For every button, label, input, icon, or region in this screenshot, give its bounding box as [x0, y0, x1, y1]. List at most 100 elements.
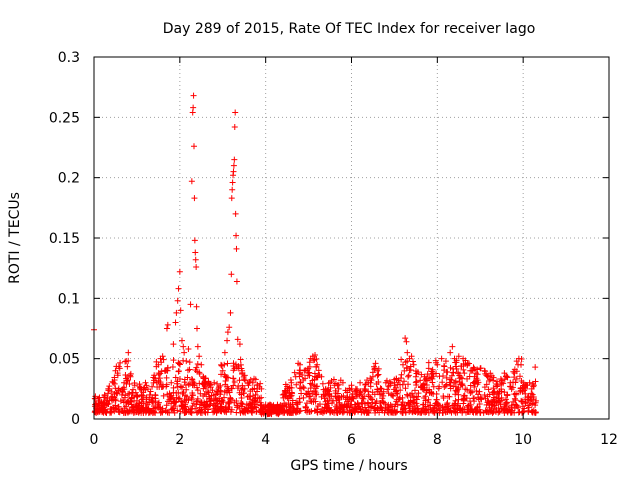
data-point: [369, 389, 376, 396]
data-point: [392, 401, 399, 408]
data-point: [481, 392, 488, 399]
data-point: [443, 374, 450, 381]
data-point: [411, 400, 418, 407]
data-point: [373, 398, 380, 405]
data-point: [361, 404, 368, 411]
data-point: [171, 399, 178, 406]
data-point: [362, 381, 369, 388]
data-point: [201, 390, 208, 397]
data-point: [230, 382, 237, 389]
data-point: [346, 385, 353, 392]
data-point: [477, 365, 484, 372]
data-point: [423, 387, 430, 394]
data-point: [239, 369, 246, 376]
data-point: [169, 364, 176, 371]
data-point: [508, 402, 515, 409]
data-point: [519, 409, 526, 416]
data-point: [291, 369, 298, 376]
data-point: [127, 398, 134, 405]
data-point: [377, 400, 384, 407]
data-point: [127, 370, 134, 377]
data-point: [324, 387, 331, 394]
data-point: [481, 367, 488, 374]
data-point: [227, 395, 234, 402]
data-point: [377, 385, 384, 392]
data-point: [404, 349, 411, 356]
data-point: [449, 343, 456, 350]
data-point: [327, 384, 334, 391]
data-point: [320, 386, 327, 393]
data-point: [189, 402, 196, 409]
x-tick-label: 10: [514, 432, 532, 448]
data-point: [504, 374, 511, 381]
data-point: [124, 363, 131, 370]
data-point: [233, 402, 240, 409]
data-point: [409, 358, 416, 365]
data-point: [184, 374, 191, 381]
data-point: [522, 390, 529, 397]
data-point: [293, 381, 300, 388]
data-point: [304, 372, 311, 379]
data-point: [191, 380, 198, 387]
data-point: [405, 373, 412, 380]
data-point: [314, 409, 321, 416]
data-point: [113, 363, 120, 370]
data-point: [240, 390, 247, 397]
data-point: [312, 388, 319, 395]
data-point: [456, 378, 463, 385]
data-point: [433, 406, 440, 413]
data-point: [319, 380, 326, 387]
data-point: [453, 359, 460, 366]
data-point: [367, 379, 374, 386]
chart-title: Day 289 of 2015, Rate Of TEC Index for r…: [163, 21, 536, 37]
data-point: [428, 368, 435, 375]
data-point: [315, 402, 322, 409]
data-point: [219, 367, 226, 374]
data-point: [338, 393, 345, 400]
data-point: [214, 400, 221, 407]
data-point: [179, 402, 186, 409]
data-point: [372, 407, 379, 414]
data-point: [96, 394, 103, 401]
data-point: [321, 392, 328, 399]
data-point: [231, 379, 238, 386]
x-tick-label: 12: [600, 432, 618, 448]
data-point: [467, 405, 474, 412]
data-point: [94, 407, 101, 414]
data-point: [325, 400, 332, 407]
data-point: [451, 401, 458, 408]
data-point: [183, 408, 190, 415]
data-point: [149, 383, 156, 390]
data-point: [214, 380, 221, 387]
y-tick-labels: 0 0.05 0.1 0.15 0.2 0.25 0.3: [49, 50, 80, 428]
data-point: [199, 380, 206, 387]
data-point: [122, 358, 129, 365]
data-point: [288, 389, 295, 396]
data-point: [459, 409, 466, 416]
data-point: [133, 394, 140, 401]
data-point: [495, 394, 502, 401]
data-point: [188, 396, 195, 403]
data-point: [408, 353, 415, 360]
data-point: [153, 363, 160, 370]
data-point: [205, 389, 212, 396]
data-point: [198, 361, 205, 368]
data-point: [406, 408, 413, 415]
data-point: [297, 367, 304, 374]
data-point: [108, 406, 115, 413]
data-point: [148, 397, 155, 404]
data-point: [164, 321, 171, 328]
data-point: [176, 268, 183, 275]
data-point: [176, 361, 183, 368]
data-point: [530, 382, 537, 389]
data-point: [508, 409, 515, 416]
data-point: [357, 389, 364, 396]
data-point: [111, 376, 118, 383]
x-tick-label: 8: [433, 432, 442, 448]
data-point: [233, 278, 240, 285]
data-point: [327, 408, 334, 415]
data-point: [501, 370, 508, 377]
data-point: [190, 104, 197, 111]
data-point: [306, 393, 313, 400]
data-point: [266, 410, 273, 417]
